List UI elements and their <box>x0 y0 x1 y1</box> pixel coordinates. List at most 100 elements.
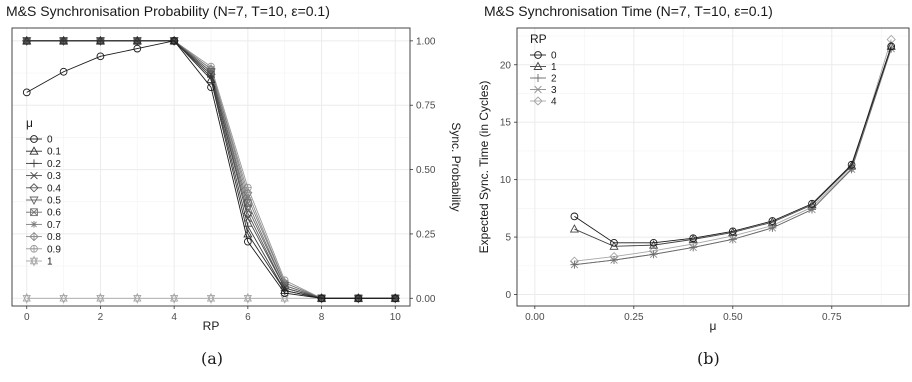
data-point <box>59 35 69 45</box>
legend-key-marker <box>534 74 542 82</box>
legend-label: 0 <box>551 51 557 62</box>
legend-label: 0.6 <box>47 208 61 219</box>
legend-key-marker <box>30 221 38 228</box>
chart-b-y-axis-label: Expected Sync. Time (in Cycles) <box>477 81 491 254</box>
data-point <box>847 160 856 169</box>
legend-label: 1 <box>551 62 557 73</box>
chart-b-series-group <box>569 34 896 269</box>
x-tick-label: 0.25 <box>624 312 644 323</box>
legend-label: 0.1 <box>47 147 61 158</box>
legend-label: 0.4 <box>47 183 61 194</box>
data-point <box>96 52 105 61</box>
legend-key-marker <box>30 159 38 168</box>
x-tick-label: 8 <box>319 312 325 323</box>
y-tick-label: 5 <box>505 233 511 244</box>
data-point <box>280 292 289 304</box>
series-line <box>574 46 892 247</box>
legend-item: 0.2 <box>26 159 61 170</box>
legend-label: 0.3 <box>47 171 61 182</box>
data-point <box>59 292 68 304</box>
legend-key-marker <box>533 96 543 106</box>
caption-b: (b) <box>697 349 720 368</box>
legend-item: 0.9 <box>26 244 61 255</box>
legend-label: 4 <box>551 97 557 108</box>
legend-key-marker <box>29 196 39 205</box>
data-point <box>847 160 857 170</box>
x-tick-label: 6 <box>245 312 251 323</box>
legend-key-marker <box>30 244 38 253</box>
data-point <box>243 204 253 214</box>
data-point <box>170 292 179 304</box>
chart-sync-time: M&S Synchronisation Time (N=7, T=10, ε=0… <box>477 3 910 368</box>
data-point <box>649 240 659 249</box>
legend-key-marker <box>30 171 38 180</box>
y-tick-label: 20 <box>500 60 512 71</box>
legend-item: 0.5 <box>26 196 61 207</box>
legend-label: 3 <box>551 85 557 96</box>
x-tick-label: 0.50 <box>723 312 743 323</box>
chart-b-grid <box>517 28 909 306</box>
data-point <box>317 294 326 303</box>
x-tick-label: 4 <box>171 312 177 323</box>
chart-a-ticks: 0 2 4 6 8 100.000.250.500.751.00 <box>24 36 436 323</box>
y-tick-label: 1.00 <box>416 36 436 47</box>
legend-label: 0.8 <box>47 232 61 243</box>
legend-label: 1 <box>47 257 53 268</box>
x-tick-label: 10 <box>390 312 402 323</box>
data-point <box>768 217 777 225</box>
data-point <box>808 199 816 208</box>
legend-label: 0.9 <box>47 244 61 255</box>
y-tick-label: 0 <box>505 290 511 301</box>
data-point <box>570 212 579 221</box>
data-point <box>354 294 363 303</box>
series-0 <box>22 37 400 303</box>
data-point <box>610 238 618 247</box>
data-point <box>206 74 216 83</box>
legend-item: 0 <box>530 51 557 62</box>
legend-key-marker <box>30 208 38 217</box>
y-tick-label: 0.75 <box>416 101 436 112</box>
data-point <box>280 289 289 297</box>
data-point <box>649 250 658 259</box>
chart-b-title: M&S Synchronisation Time (N=7, T=10, ε=0… <box>484 3 773 19</box>
caption-a: (a) <box>201 349 223 368</box>
data-point <box>95 35 106 45</box>
chart-b-legend-title: RP <box>530 32 547 46</box>
data-point <box>728 235 737 244</box>
legend-key-marker <box>29 146 39 155</box>
data-point <box>22 35 32 45</box>
x-tick-label: 0.00 <box>525 312 545 323</box>
data-point <box>133 292 142 304</box>
chart-a-y-axis-label: Sync. Probability <box>449 122 463 211</box>
legend-item: 1 <box>530 61 557 73</box>
data-point <box>22 292 31 304</box>
legend-key-marker <box>29 183 39 193</box>
data-point <box>689 243 698 252</box>
data-point <box>610 256 619 265</box>
x-tick-label: 0.75 <box>822 312 842 323</box>
legend-key-marker <box>30 135 38 143</box>
legend-item: 0 <box>26 135 53 146</box>
chart-b-panel-border <box>516 27 910 307</box>
y-tick-label: 15 <box>500 118 512 129</box>
chart-sync-probability: M&S Synchronisation Probability (N=7, T=… <box>6 3 463 368</box>
y-tick-label: 0.50 <box>416 165 436 176</box>
legend-label: 2 <box>551 74 557 85</box>
data-point <box>206 292 216 304</box>
series-line <box>574 46 892 244</box>
chart-a-x-axis-label: RP <box>203 319 220 333</box>
chart-a-panel-border <box>11 27 411 307</box>
legend-item: 0.3 <box>26 171 61 182</box>
data-point <box>133 44 142 53</box>
data-point <box>22 88 31 97</box>
data-point <box>96 292 105 304</box>
chart-b-ticks: 0.00 0.25 0.50 0.75 0 5 10 15 20 <box>500 60 842 323</box>
data-point <box>59 67 68 76</box>
legend-key-marker <box>29 255 39 267</box>
data-point <box>887 42 896 51</box>
data-point <box>132 35 142 45</box>
legend-label: 0.7 <box>47 220 61 231</box>
legend-label: 0.5 <box>47 196 61 207</box>
